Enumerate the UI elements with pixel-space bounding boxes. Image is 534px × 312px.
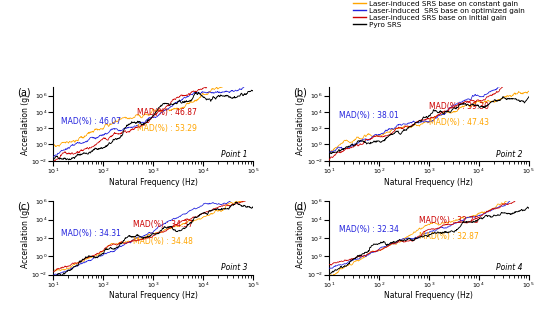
Text: (c): (c) [18,201,30,211]
X-axis label: Natural Frequency (Hz): Natural Frequency (Hz) [109,178,198,187]
Text: MAD(%) : 34.37: MAD(%) : 34.37 [134,220,193,229]
Text: MAD(%) : 53.29: MAD(%) : 53.29 [137,124,197,133]
Y-axis label: Acceralation (g): Acceralation (g) [296,207,305,268]
Text: Point 2: Point 2 [496,149,523,158]
Y-axis label: Acceralation (g): Acceralation (g) [296,94,305,155]
Y-axis label: Acceralation (g): Acceralation (g) [21,94,30,155]
Legend: Laser-induced SRS base on constant gain, Laser-induced  SRS base on optimized ga: Laser-induced SRS base on constant gain,… [354,1,525,28]
X-axis label: Natural Frequency (Hz): Natural Frequency (Hz) [384,291,473,300]
Text: MAD(%) : 32.75: MAD(%) : 32.75 [419,216,478,225]
Text: MAD(%) : 32.87: MAD(%) : 32.87 [419,232,478,241]
X-axis label: Natural Frequency (Hz): Natural Frequency (Hz) [109,291,198,300]
Text: MAD(%) : 46.87: MAD(%) : 46.87 [137,108,197,117]
Text: MAD(%) : 34.48: MAD(%) : 34.48 [134,237,193,246]
Text: Point 4: Point 4 [496,263,523,272]
Text: (a): (a) [18,87,31,97]
Text: MAD(%) : 32.34: MAD(%) : 32.34 [339,225,399,234]
Y-axis label: Acceralation (g): Acceralation (g) [21,207,30,268]
Text: MAD(%) : 38.01: MAD(%) : 38.01 [339,111,399,120]
Text: (d): (d) [293,201,307,211]
X-axis label: Natural Frequency (Hz): Natural Frequency (Hz) [384,178,473,187]
Text: MAD(%) : 47.43: MAD(%) : 47.43 [429,118,489,127]
Text: (b): (b) [293,87,307,97]
Text: Point 3: Point 3 [221,263,247,272]
Text: MAD(%) : 46.07: MAD(%) : 46.07 [61,117,121,126]
Text: MAD(%) : 34.31: MAD(%) : 34.31 [61,229,121,238]
Text: Point 1: Point 1 [221,149,247,158]
Text: MAD(%) : 39.30: MAD(%) : 39.30 [429,102,489,111]
